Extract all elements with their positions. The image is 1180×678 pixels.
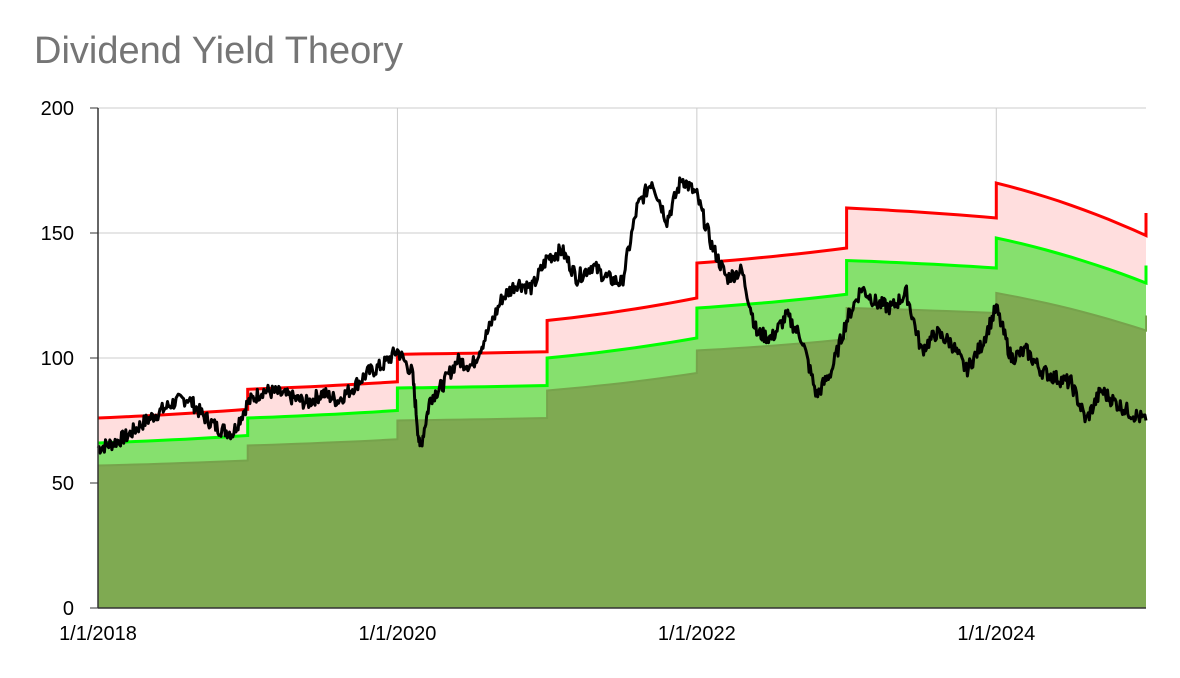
price-series xyxy=(96,176,1148,455)
x-tick-label: 1/1/2018 xyxy=(59,623,137,645)
band-areas xyxy=(98,183,1146,608)
lower-band-area xyxy=(98,293,1146,608)
x-tick-labels: 1/1/2018 1/1/2020 1/1/2022 1/1/2024 xyxy=(59,623,1035,645)
x-tick-label: 1/1/2020 xyxy=(358,623,436,645)
y-tick-label: 100 xyxy=(41,348,74,370)
axes xyxy=(90,107,1146,609)
y-tick-label: 0 xyxy=(63,598,74,620)
chart-title: Dividend Yield Theory xyxy=(34,30,403,72)
lower-band-line xyxy=(97,291,1147,467)
price-line xyxy=(96,176,1148,455)
y-tick-label: 50 xyxy=(52,473,74,495)
y-tick-label: 200 xyxy=(41,98,74,120)
y-tick-label: 150 xyxy=(41,223,74,245)
y-tick-labels: 0 50 100 150 200 xyxy=(41,98,74,620)
middle-band-line xyxy=(97,236,1148,445)
x-tick-label: 1/1/2024 xyxy=(957,623,1035,645)
x-tick-label: 1/1/2022 xyxy=(658,623,736,645)
